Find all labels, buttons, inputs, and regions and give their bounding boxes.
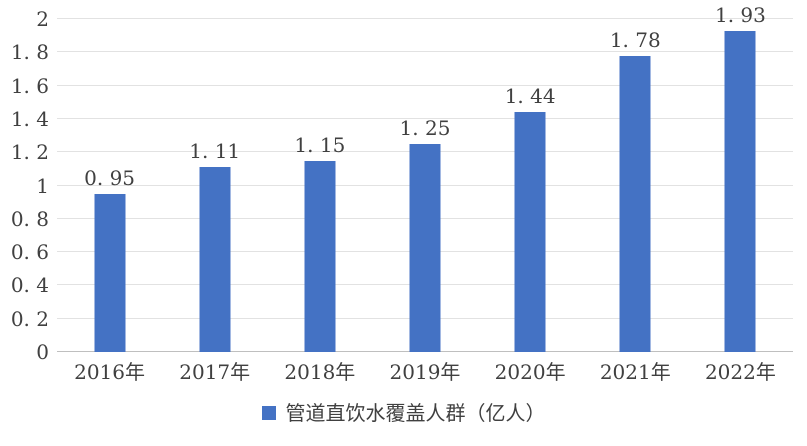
- bar-value-label: 1. 25: [399, 115, 451, 140]
- bar-column: 1. 25: [372, 19, 477, 352]
- x-category-label: 2018年: [284, 360, 356, 384]
- y-tick-label: 1: [36, 173, 49, 198]
- y-tick-label: 2: [36, 7, 49, 31]
- y-tick-label: 0. 2: [10, 306, 49, 331]
- x-category-label: 2016年: [74, 360, 146, 384]
- bar-value-label: 1. 93: [714, 2, 766, 27]
- y-tick-label: 0: [36, 340, 49, 364]
- bar-value-label: 1. 11: [189, 139, 241, 164]
- x-category-label: 2022年: [704, 360, 776, 384]
- gridline: [57, 51, 793, 53]
- bar: [619, 55, 651, 352]
- y-tick-label: 1. 2: [10, 140, 49, 165]
- bar-value-label: 0. 95: [84, 165, 136, 190]
- bar-value-label: 1. 44: [504, 84, 556, 109]
- bar-column: 1. 93: [688, 4, 793, 352]
- y-tick-label: 0. 8: [10, 206, 49, 231]
- bar: [724, 30, 756, 352]
- y-axis-tick-labels: 0 0. 2 0. 4 0. 6 0. 8 1 1. 2 1. 4 1. 6 1. 8 2: [0, 0, 49, 446]
- y-tick-label: 0. 4: [10, 273, 49, 298]
- y-tick-label: 0. 6: [10, 240, 49, 265]
- bar-column: 1. 78: [583, 19, 688, 352]
- bar: [199, 167, 231, 352]
- bar: [94, 193, 126, 352]
- x-category-label: 2021年: [599, 360, 671, 384]
- gridline: [57, 84, 793, 86]
- bar: [514, 112, 546, 352]
- x-category-label: 2017年: [179, 360, 251, 384]
- gridline: [57, 18, 793, 19]
- bar-column: 0. 95: [57, 19, 162, 352]
- x-axis-category-labels: 2016年 2017年 2018年 2019年 2020年 2021年 2022年: [57, 360, 793, 384]
- bar: [409, 143, 441, 352]
- x-category-label: 2019年: [389, 360, 461, 384]
- gridline: [57, 117, 793, 119]
- y-tick-label: 1. 6: [10, 73, 49, 98]
- bar-column: 1. 11: [162, 19, 267, 352]
- bar-column: 1. 15: [267, 19, 372, 352]
- bar-value-label: 1. 15: [294, 132, 346, 157]
- bar-column: 1. 44: [478, 19, 583, 352]
- bar: [304, 160, 336, 352]
- legend-label: 管道直饮水覆盖人群（亿人）: [285, 401, 546, 425]
- bar-value-label: 1. 78: [609, 27, 661, 52]
- x-category-label: 2020年: [494, 360, 566, 384]
- y-tick-label: 1. 8: [10, 40, 49, 65]
- legend-marker-swatch: [261, 406, 276, 420]
- y-tick-label: 1. 4: [10, 106, 49, 131]
- plot-area: 0. 95 1. 11 1. 15 1. 25 1. 44 1. 78 1. 93: [57, 4, 793, 352]
- legend: 管道直饮水覆盖人群（亿人）: [0, 401, 807, 425]
